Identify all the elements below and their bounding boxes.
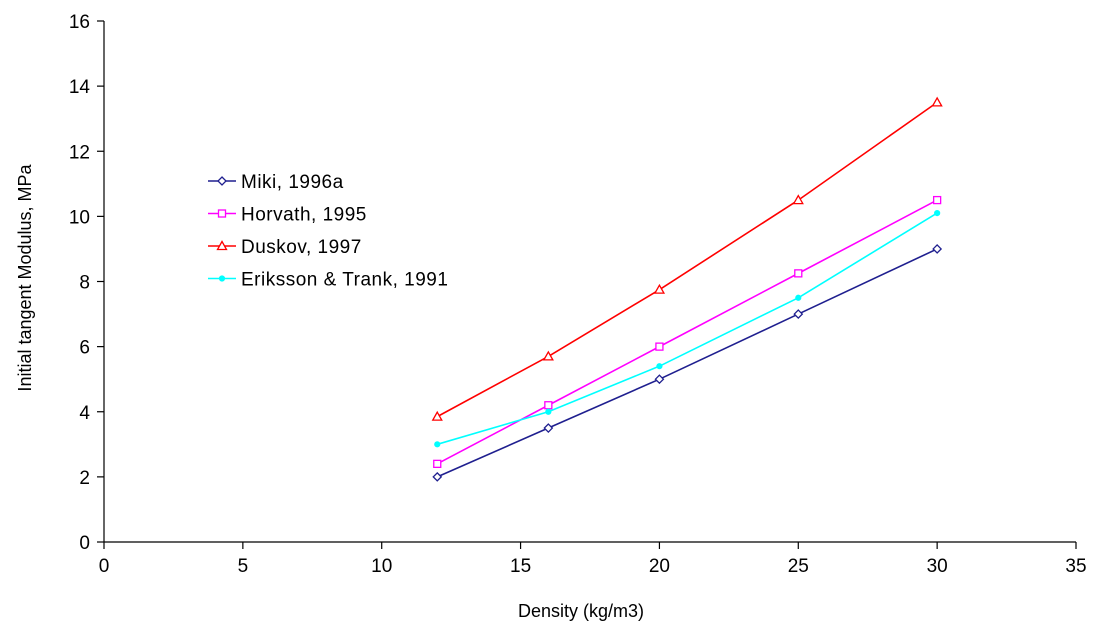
data-point <box>544 401 553 410</box>
data-point <box>655 342 664 351</box>
legend-marker <box>217 176 227 186</box>
data-point <box>794 269 803 278</box>
series-2 <box>431 96 943 421</box>
series-0 <box>432 244 943 482</box>
data-point <box>431 410 443 421</box>
x-tick-label: 0 <box>99 556 110 577</box>
data-point <box>653 283 666 294</box>
y-tick-label: 12 <box>69 142 90 163</box>
data-point <box>795 294 802 301</box>
x-tick-label: 30 <box>927 556 948 577</box>
y-tick-label: 4 <box>79 403 90 424</box>
legend: Miki, 1996a Horvath, 1995 Duskov, 1997 Erik… <box>208 172 448 291</box>
y-tick-label: 2 <box>79 468 90 489</box>
legend-marker <box>216 240 228 251</box>
x-tick-label: 15 <box>510 556 531 577</box>
x-tick-label: 5 <box>238 556 249 577</box>
data-point <box>434 441 441 448</box>
x-axis-title: Density (kg/m3) <box>518 601 644 621</box>
legend-marker <box>217 209 227 218</box>
data-point <box>932 195 942 205</box>
data-point <box>656 363 663 370</box>
data-point <box>793 309 804 319</box>
data-point <box>654 374 665 385</box>
data-point <box>432 471 443 482</box>
series-1 <box>433 195 942 469</box>
series-line <box>436 199 938 465</box>
data-point <box>792 194 804 205</box>
x-ticks: 0 5 10 15 20 25 30 35 <box>99 542 1087 577</box>
legend-label: Duskov, 1997 <box>241 237 362 258</box>
y-axis-title: Initial tangent Modulus, MPa <box>15 163 35 391</box>
y-tick-label: 14 <box>69 77 91 98</box>
data-point <box>542 350 554 361</box>
data-point <box>543 423 554 433</box>
y-tick-label: 10 <box>69 207 90 228</box>
legend-item: Horvath, 1995 <box>208 205 367 226</box>
series-layer <box>431 96 943 482</box>
series-line <box>436 248 938 478</box>
x-tick-label: 35 <box>1065 556 1086 577</box>
y-tick-label: 0 <box>79 533 90 554</box>
x-tick-label: 25 <box>788 556 809 577</box>
series-3 <box>434 210 941 448</box>
legend-item: Miki, 1996a <box>208 172 344 193</box>
y-tick-label: 6 <box>79 338 90 359</box>
data-point <box>545 408 552 415</box>
data-point <box>932 244 943 254</box>
data-point <box>934 210 941 217</box>
y-ticks: 0 2 4 6 8 10 12 14 16 <box>69 12 104 554</box>
y-tick-label: 8 <box>79 273 90 294</box>
legend-item: Duskov, 1997 <box>208 237 362 258</box>
legend-label: Horvath, 1995 <box>241 205 367 226</box>
x-tick-label: 10 <box>371 556 392 577</box>
y-tick-label: 16 <box>69 12 90 33</box>
legend-marker <box>218 275 226 282</box>
data-point <box>433 459 442 469</box>
legend-label: Eriksson & Trank, 1991 <box>241 270 448 291</box>
x-tick-label: 20 <box>649 556 670 577</box>
legend-label: Miki, 1996a <box>241 172 344 193</box>
legend-item: Eriksson & Trank, 1991 <box>208 270 448 291</box>
series-line <box>437 212 938 446</box>
data-point <box>931 96 943 107</box>
